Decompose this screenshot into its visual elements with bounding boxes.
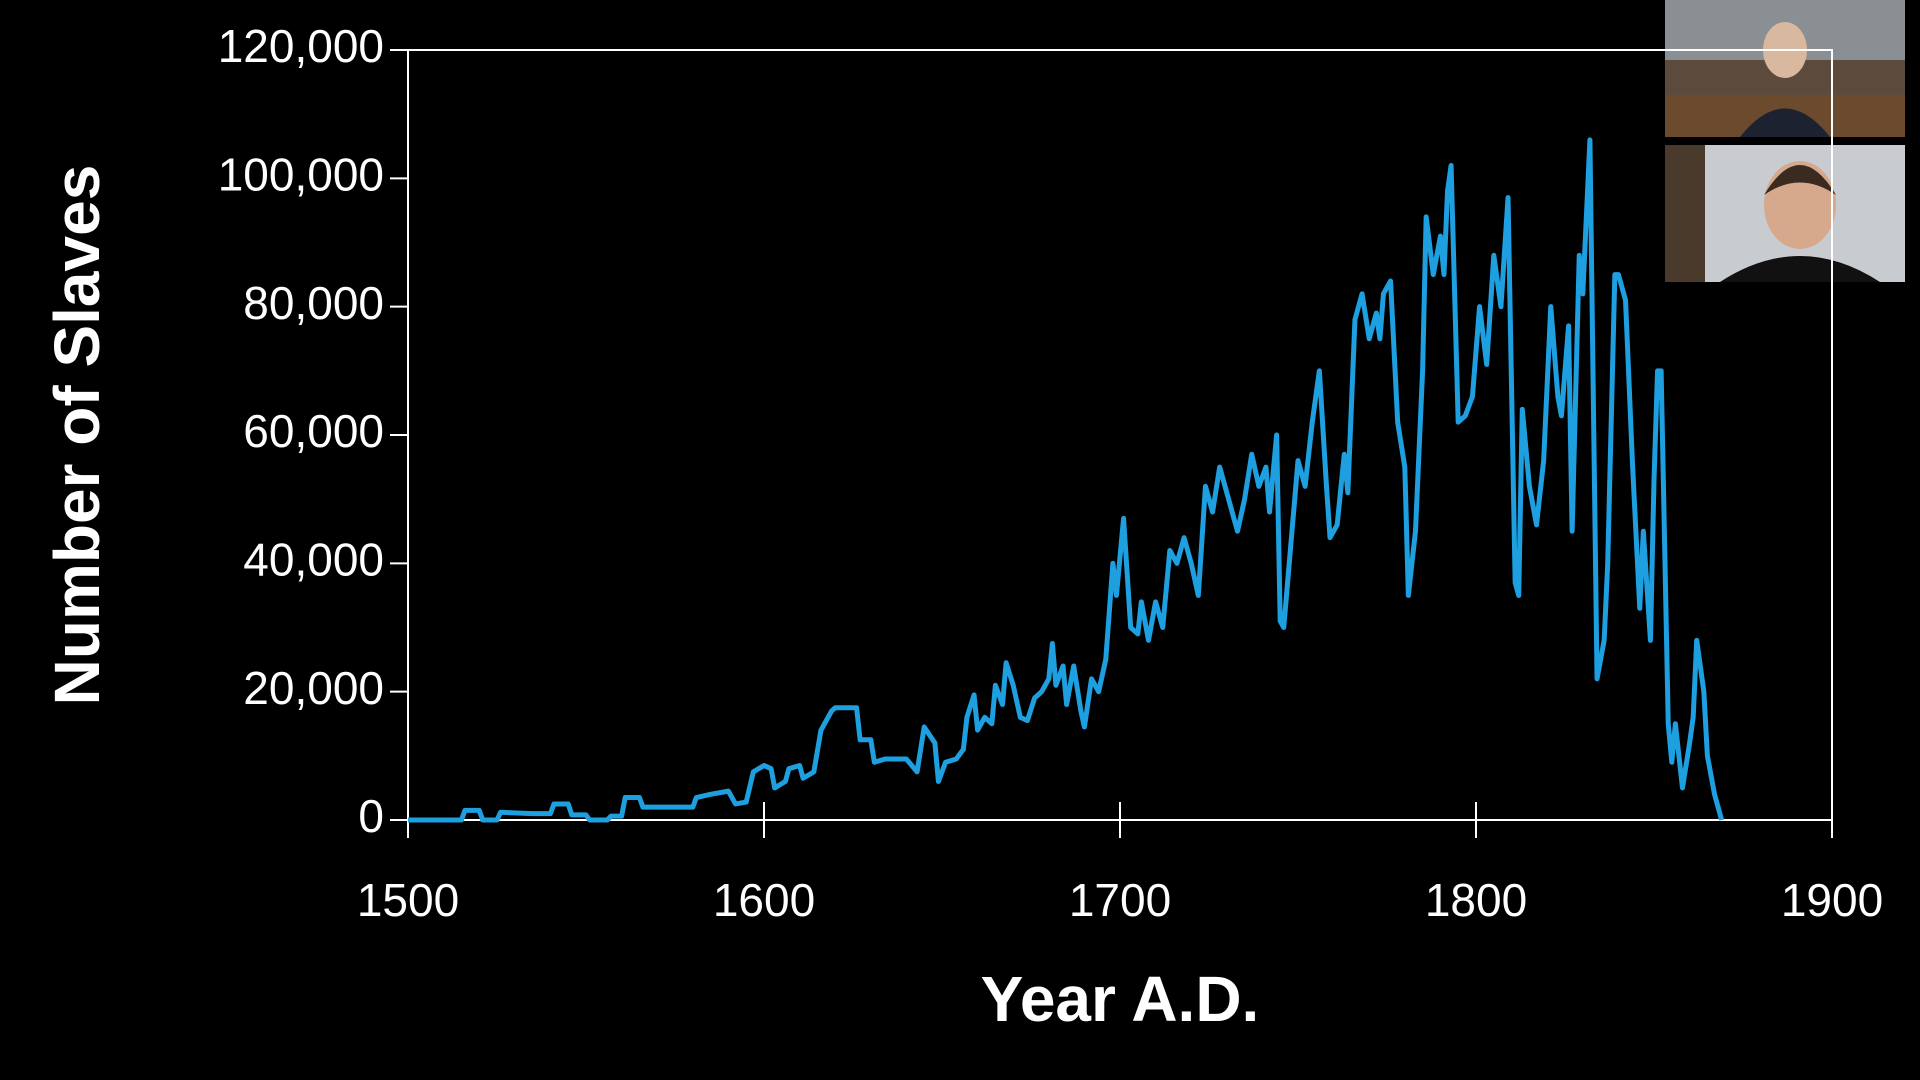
x-axis-title: Year A.D.: [981, 963, 1260, 1035]
plot-frame: [408, 49, 1833, 820]
y-tick-label: 20,000: [243, 662, 384, 714]
video-thumbnail: [1665, 145, 1905, 282]
x-tick-label: 1900: [1781, 874, 1883, 926]
y-tick-label: 40,000: [243, 533, 384, 585]
x-tick-label: 1500: [357, 874, 459, 926]
video-thumbnail: [1665, 0, 1905, 137]
x-tick-label: 1800: [1425, 874, 1527, 926]
y-tick-label: 100,000: [218, 148, 384, 200]
x-tick-label: 1700: [1069, 874, 1171, 926]
data-line: [408, 137, 1725, 823]
x-tick-label: 1600: [713, 874, 815, 926]
y-axis-title: Number of Slaves: [41, 165, 113, 706]
y-tick-label: 0: [358, 790, 384, 842]
y-tick-label: 60,000: [243, 405, 384, 457]
y-tick-label: 120,000: [218, 20, 384, 72]
y-tick-label: 80,000: [243, 277, 384, 329]
